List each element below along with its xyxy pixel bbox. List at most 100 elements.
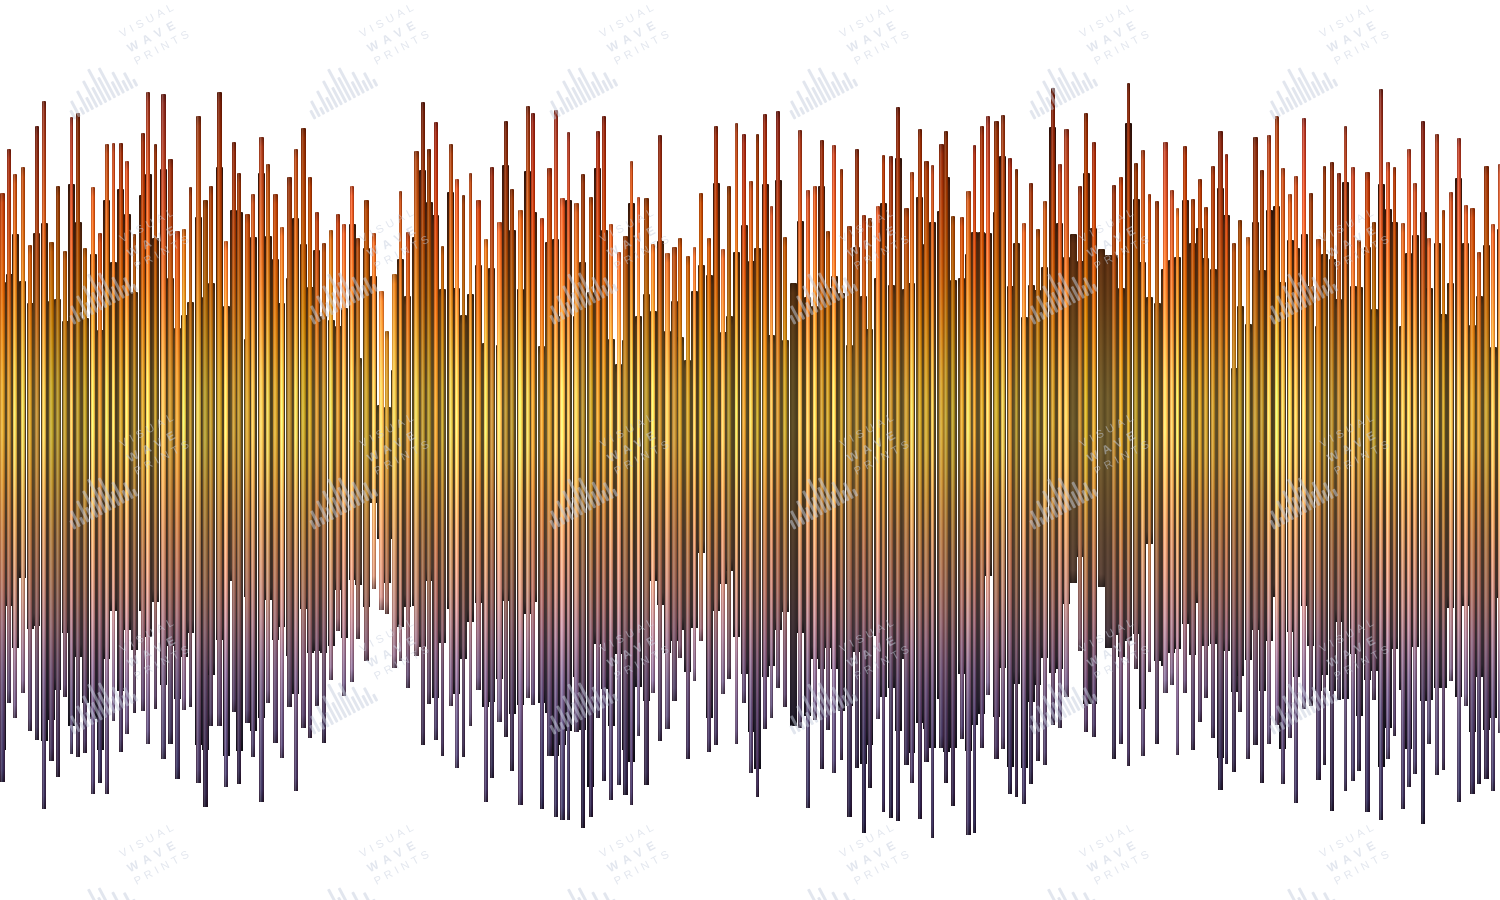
- waveform-bar: [1182, 146, 1187, 693]
- watermark-line: PRINTS: [1332, 26, 1395, 68]
- waveform-bar: [546, 168, 552, 756]
- soundwave-bars-icon: [1016, 257, 1099, 325]
- waveform-bar: [182, 229, 187, 710]
- watermark-line: PRINTS: [1092, 436, 1155, 478]
- waveform-bar: [1014, 169, 1019, 797]
- watermark-text: VISUAL WAVE PRINTS: [1077, 0, 1155, 69]
- watermark-text: VISUAL WAVE PRINTS: [117, 819, 195, 890]
- waveform-bar: [1203, 207, 1208, 698]
- waveform-bar: [203, 200, 208, 807]
- waveform-bar: [371, 233, 377, 589]
- waveform-bar: [861, 215, 867, 833]
- soundwave-bars-icon: [296, 462, 379, 530]
- waveform-bar: [867, 218, 872, 788]
- soundwave-bars-icon: [776, 667, 859, 735]
- waveform-bar: [55, 186, 60, 777]
- waveform-bar: [749, 181, 754, 773]
- waveform-bar: [783, 237, 787, 707]
- watermark-line: VISUAL: [357, 410, 420, 451]
- soundwave-bars-icon: [296, 667, 379, 735]
- soundwave-bars-icon: [536, 872, 619, 900]
- watermark-line: WAVE: [124, 220, 183, 261]
- waveform-bar: [273, 194, 278, 743]
- waveform-bar: [539, 218, 545, 809]
- soundwave-bars-icon: [776, 257, 859, 325]
- watermark-line: PRINTS: [612, 26, 675, 68]
- waveform-bar: [364, 200, 369, 661]
- watermark-line: VISUAL: [597, 205, 660, 246]
- watermark-line: WAVE: [1084, 425, 1143, 466]
- waveform-bar: [1413, 183, 1417, 774]
- waveform-bar: [909, 172, 914, 783]
- watermark-line: VISUAL: [357, 820, 420, 861]
- watermark-line: VISUAL: [1077, 205, 1140, 246]
- waveform-bar: [574, 203, 579, 732]
- waveform-bar: [76, 113, 80, 757]
- watermark-line: VISUAL: [1317, 0, 1380, 41]
- soundwave-bars-icon: [1496, 52, 1500, 120]
- watermark-line: VISUAL: [1317, 205, 1380, 246]
- waveform-bar: [146, 92, 151, 744]
- waveform-bar: [854, 149, 860, 768]
- watermark-text: VISUAL WAVE PRINTS: [1317, 409, 1395, 480]
- waveform-bar: [140, 133, 146, 711]
- waveform-bar: [7, 149, 12, 703]
- waveform-bar: [62, 251, 67, 697]
- waveform-bar: [161, 94, 166, 759]
- waveform-bar: [468, 173, 473, 726]
- waveform-bar: [881, 155, 886, 812]
- waveform-bar: [875, 206, 881, 719]
- waveform-bar: [405, 232, 410, 688]
- waveform-bar: [903, 208, 909, 765]
- waveform-bar: [1169, 190, 1175, 685]
- watermark-line: PRINTS: [612, 436, 675, 478]
- waveform-bar: [1280, 168, 1285, 784]
- watermark-line: PRINTS: [1332, 641, 1395, 683]
- waveform-bar: [1456, 138, 1462, 802]
- waveform-bar: [251, 194, 256, 757]
- waveform-bar: [476, 200, 481, 690]
- waveform-bar: [832, 145, 837, 773]
- soundwave-bars-icon: [776, 462, 859, 530]
- watermark-text: VISUAL WAVE PRINTS: [1317, 819, 1395, 890]
- watermark-text: VISUAL WAVE PRINTS: [357, 409, 435, 480]
- waveform-bar: [287, 177, 292, 707]
- waveform-bar: [301, 128, 306, 728]
- watermark-line: WAVE: [844, 220, 903, 261]
- waveform-bar: [1343, 126, 1348, 791]
- waveform-bar: [420, 102, 426, 745]
- waveform-bar: [1077, 186, 1082, 651]
- watermark-line: PRINTS: [1092, 846, 1155, 888]
- waveform-bar: [769, 206, 774, 718]
- waveform-bar: [1211, 166, 1216, 738]
- waveform-bar: [1427, 238, 1431, 744]
- watermark-text: VISUAL WAVE PRINTS: [1077, 614, 1155, 685]
- watermark-line: VISUAL: [1317, 820, 1380, 861]
- waveform-bar: [742, 134, 747, 703]
- watermark-text: VISUAL WAVE PRINTS: [837, 819, 915, 890]
- waveform-bar: [104, 144, 109, 794]
- watermark-line: WAVE: [1084, 15, 1143, 56]
- watermark-line: WAVE: [124, 630, 183, 671]
- waveform-bar: [1392, 167, 1397, 736]
- watermark-line: WAVE: [844, 835, 903, 876]
- watermark-text: VISUAL WAVE PRINTS: [117, 409, 195, 480]
- waveform-bar: [231, 142, 237, 712]
- waveform-bar: [413, 151, 419, 656]
- waveform-bar: [979, 126, 984, 748]
- waveform-bar: [350, 186, 355, 682]
- watermark-line: PRINTS: [852, 26, 915, 68]
- watermark-line: VISUAL: [597, 410, 660, 451]
- soundwave-bars-icon: [296, 52, 379, 120]
- waveform-bar: [714, 126, 719, 745]
- watermark-line: WAVE: [1324, 630, 1383, 671]
- waveform-bar: [1260, 170, 1265, 783]
